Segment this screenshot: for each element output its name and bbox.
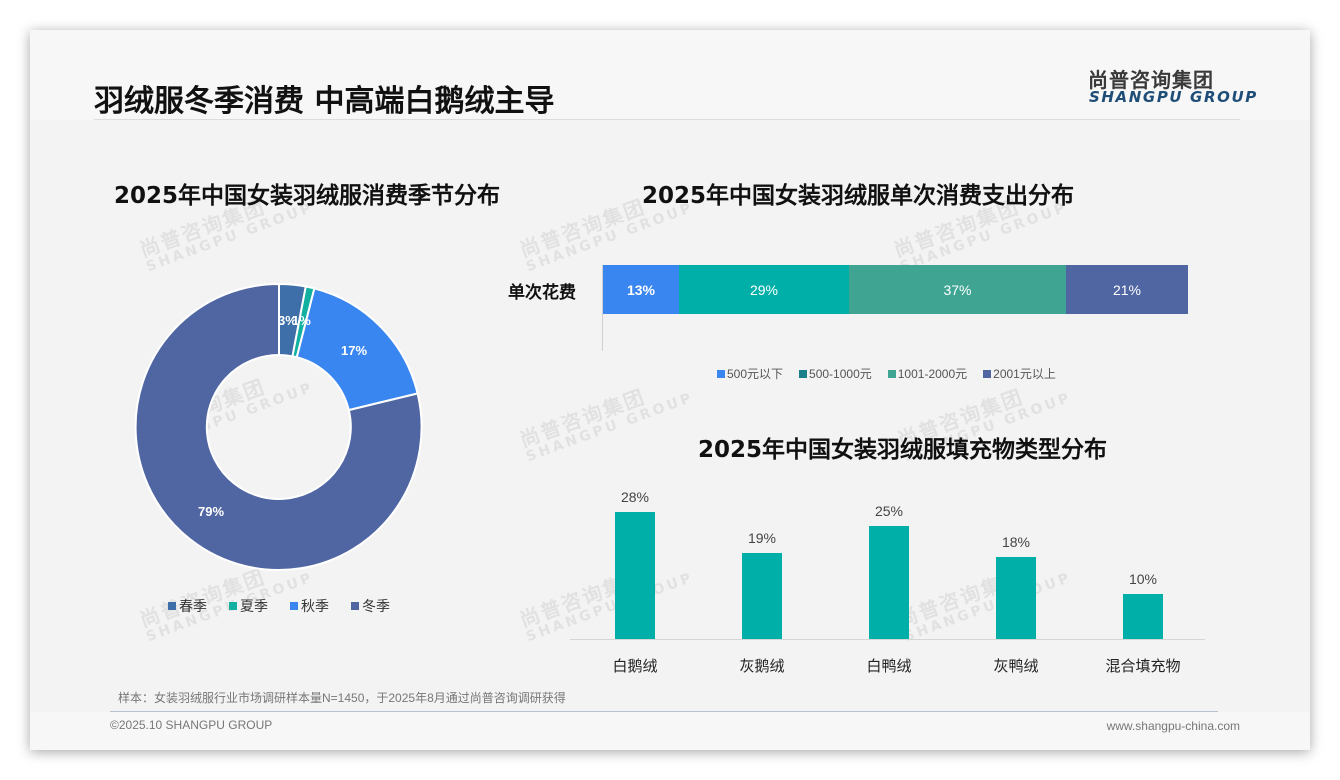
filling-value-label: 18% [1001, 534, 1031, 550]
title-divider [94, 119, 1240, 120]
donut-label-winter: 79% [198, 504, 225, 519]
sample-note: 样本：女装羽绒服行业市场调研样本量N=1450，于2025年8月通过尚普咨询调研… [118, 691, 566, 705]
donut-label-autumn: 17% [341, 343, 368, 358]
logo-text-cn: 尚普咨询集团 [1088, 68, 1214, 92]
legend-item-autumn: 秋季 [290, 596, 329, 616]
filling-category-label: 白鹅绒 [612, 657, 658, 675]
filling-value-label: 25% [874, 503, 904, 519]
footer-divider [110, 711, 1218, 712]
slide: 羽绒服冬季消费 中高端白鹅绒主导 尚普咨询集团 SHANGPU GROUP 尚普… [30, 30, 1310, 750]
spend-category-label: 单次花费 [508, 283, 576, 303]
spend-chart-title: 2025年中国女装羽绒服单次消费支出分布 [642, 183, 1075, 209]
filling-axis-baseline [570, 639, 1205, 640]
filling-bar-mixed[interactable] [1123, 594, 1163, 639]
season-donut-chart [134, 282, 423, 571]
legend-swatch [983, 369, 992, 378]
legend-item-1001-2000: 1001-2000元 [887, 365, 967, 382]
legend-swatch [799, 369, 808, 378]
legend-item-lt500: 500元以下 [717, 365, 783, 382]
legend-swatch [717, 369, 725, 378]
donut-label-summer: 1% [292, 313, 311, 328]
legend-item-500-1000: 500-1000元 [799, 365, 872, 382]
filling-chart-title: 2025年中国女装羽绒服填充物类型分布 [698, 437, 1108, 463]
footer-band [30, 712, 1310, 750]
spend-segment-lt500[interactable]: 13% [603, 265, 679, 314]
filling-category-label: 灰鹅绒 [739, 657, 785, 675]
website-link[interactable]: www.shangpu-china.com [1106, 719, 1240, 733]
season-legend: 春季 夏季 秋季 冬季 [168, 596, 390, 616]
legend-swatch [168, 602, 176, 610]
filling-category-label: 混合填充物 [1105, 657, 1181, 675]
spend-legend: 500元以下 500-1000元 1001-2000元 2001元以上 [717, 365, 1056, 382]
legend-item-winter: 冬季 [351, 596, 390, 616]
donut-slice-winter[interactable] [134, 282, 423, 571]
header-band [30, 30, 1310, 120]
copyright-text: ©2025.10 SHANGPU GROUP [110, 718, 273, 732]
filling-category-label: 灰鸭绒 [993, 657, 1039, 675]
filling-value-label: 28% [620, 489, 650, 505]
season-chart-title: 2025年中国女装羽绒服消费季节分布 [114, 183, 501, 209]
legend-swatch [351, 602, 359, 610]
legend-item-spring: 春季 [168, 596, 207, 616]
legend-item-2001-plus: 2001元以上 [983, 365, 1056, 382]
page-title: 羽绒服冬季消费 中高端白鹅绒主导 [94, 84, 555, 119]
legend-item-summer: 夏季 [229, 596, 268, 616]
spend-axis [602, 265, 603, 351]
filling-bar-grey-duck[interactable] [996, 557, 1036, 639]
legend-swatch [290, 602, 298, 610]
logo-text-en: SHANGPU GROUP [1089, 88, 1258, 106]
filling-bar-white-goose[interactable] [615, 512, 655, 639]
filling-bar-white-duck[interactable] [869, 526, 909, 639]
legend-swatch [887, 369, 896, 378]
filling-bar-grey-goose[interactable] [742, 553, 782, 639]
filling-category-label: 白鸭绒 [866, 657, 912, 675]
filling-value-label: 19% [747, 530, 777, 546]
spend-segment-2001-plus[interactable]: 21% [1066, 265, 1188, 314]
spend-segment-500-1000[interactable]: 29% [679, 265, 849, 314]
donut-label-spring: 3% [278, 313, 297, 328]
legend-swatch [229, 602, 237, 610]
filling-value-label: 10% [1128, 571, 1158, 587]
spend-segment-1001-2000[interactable]: 37% [849, 265, 1066, 314]
